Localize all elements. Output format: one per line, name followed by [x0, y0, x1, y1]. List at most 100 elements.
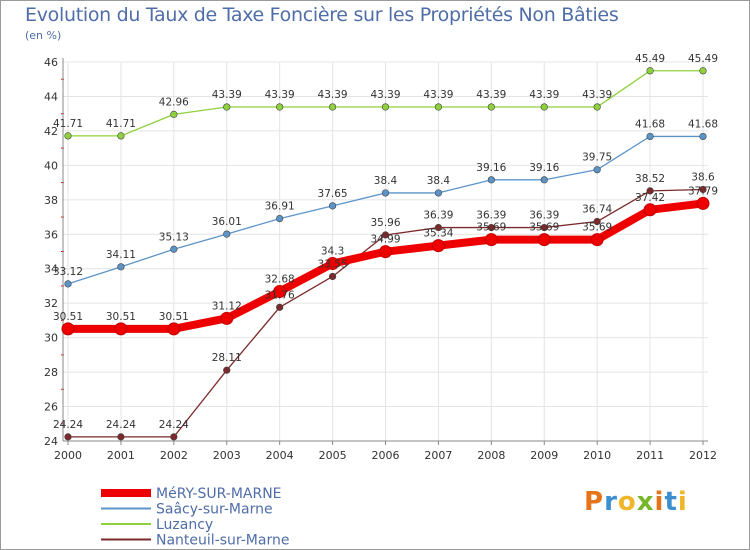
unit-label: (en %)	[25, 29, 62, 42]
x-tick-label: 2012	[689, 449, 717, 462]
data-point	[64, 132, 72, 140]
data-point	[699, 132, 707, 141]
data-point	[328, 202, 337, 210]
data-label: 38.6	[691, 171, 715, 183]
data-label: 38.4	[374, 175, 398, 187]
data-label: 43.39	[265, 89, 295, 101]
data-label: 39.75	[582, 152, 612, 164]
y-tick-label: 40	[44, 159, 58, 172]
data-point	[64, 433, 72, 441]
labels-series-3: 24.24 24.24 24.24 28.11 31.76 33.55 35.96 36.39…	[53, 171, 715, 430]
data-point	[699, 185, 707, 194]
legend-label: Saâcy-sur-Marne	[156, 502, 273, 518]
logo-letter: o	[617, 487, 637, 517]
data-label: 35.69	[582, 222, 612, 234]
y-tick-label: 38	[44, 194, 58, 207]
data-point	[593, 166, 601, 174]
data-label: 31.76	[265, 289, 295, 301]
data-point	[223, 230, 231, 238]
data-label: 42.96	[159, 96, 189, 108]
labels-series-2: 41.71 41.71 42.96 43.39 43.39 43.39 43.39 43.39…	[53, 53, 718, 130]
x-tick-label: 2007	[424, 449, 452, 462]
data-point	[699, 67, 707, 75]
data-point	[593, 217, 601, 226]
data-label: 24.24	[106, 419, 136, 431]
data-label: 41.71	[106, 118, 136, 130]
data-point	[381, 189, 390, 197]
series-3	[64, 185, 707, 441]
data-label: 38.52	[635, 173, 665, 185]
series-2	[64, 67, 707, 140]
logo-letter: i	[654, 487, 665, 517]
data-point	[117, 132, 125, 140]
y-tick-label: 46	[44, 56, 58, 69]
data-label: 43.39	[318, 89, 348, 101]
data-point	[223, 103, 231, 111]
data-point	[590, 233, 604, 247]
y-tick-label: 36	[44, 228, 58, 241]
data-point	[170, 245, 178, 253]
y-tick-label: 44	[44, 90, 58, 103]
logo-letter: i	[677, 487, 688, 517]
y-tick-label: 26	[44, 401, 58, 414]
y-tick-label: 34	[44, 263, 58, 276]
data-point	[220, 311, 234, 325]
data-point	[328, 272, 337, 281]
data-label: 36.39	[476, 210, 506, 222]
x-tick-label: 2006	[372, 449, 400, 462]
y-tick-label: 42	[44, 125, 58, 138]
x-tick-label: 2009	[530, 449, 558, 462]
data-point	[167, 322, 181, 336]
data-point	[540, 176, 548, 184]
data-label: 43.39	[370, 89, 400, 101]
proxiti-logo: Proxiti	[584, 487, 688, 517]
data-label: 41.68	[688, 118, 718, 130]
data-label: 39.16	[529, 162, 559, 174]
logo-letter: x	[636, 487, 655, 517]
data-label: 43.39	[212, 89, 242, 101]
data-label: 34.3	[321, 246, 344, 258]
series-0	[61, 196, 710, 336]
data-label: 34.99	[370, 234, 400, 246]
data-label: 35.96	[370, 217, 400, 229]
data-label: 37.65	[318, 188, 348, 200]
data-label: 24.24	[159, 419, 189, 431]
y-tick-label: 28	[44, 366, 58, 379]
data-label: 45.49	[688, 53, 718, 65]
data-point	[326, 257, 340, 271]
data-point	[114, 322, 128, 336]
data-label: 37.79	[688, 185, 718, 197]
x-tick-label: 2008	[477, 449, 505, 462]
data-point	[487, 103, 495, 111]
logo-letter: t	[664, 487, 678, 517]
data-point	[223, 366, 231, 374]
data-point	[61, 322, 75, 336]
legend-label: Nanteuil-sur-Marne	[156, 533, 289, 549]
data-label: 43.39	[476, 89, 506, 101]
legend: MéRY-SUR-MARNESaâcy-sur-MarneLuzancyNant…	[101, 486, 289, 549]
x-tick-label: 2001	[107, 449, 135, 462]
data-label: 41.68	[635, 118, 665, 130]
data-point	[696, 196, 710, 210]
data-label: 36.39	[529, 210, 559, 222]
legend-label: Luzancy	[156, 517, 213, 533]
data-label: 35.69	[529, 222, 559, 234]
series-1	[64, 132, 707, 288]
data-label: 36.74	[582, 204, 612, 216]
data-label: 37.42	[635, 192, 665, 204]
data-label: 36.91	[265, 201, 295, 213]
data-label: 45.49	[635, 53, 665, 65]
data-label: 30.51	[159, 311, 189, 323]
data-label: 30.51	[106, 311, 136, 323]
data-label: 35.34	[423, 228, 453, 240]
x-tick-label: 2003	[213, 449, 241, 462]
data-point	[64, 280, 72, 288]
data-point	[537, 233, 551, 247]
data-label: 35.13	[159, 231, 189, 243]
legend-label: MéRY-SUR-MARNE	[156, 486, 282, 502]
data-label: 33.12	[53, 266, 83, 278]
data-label: 24.24	[53, 419, 83, 431]
data-point	[117, 263, 125, 271]
data-point	[276, 103, 284, 111]
